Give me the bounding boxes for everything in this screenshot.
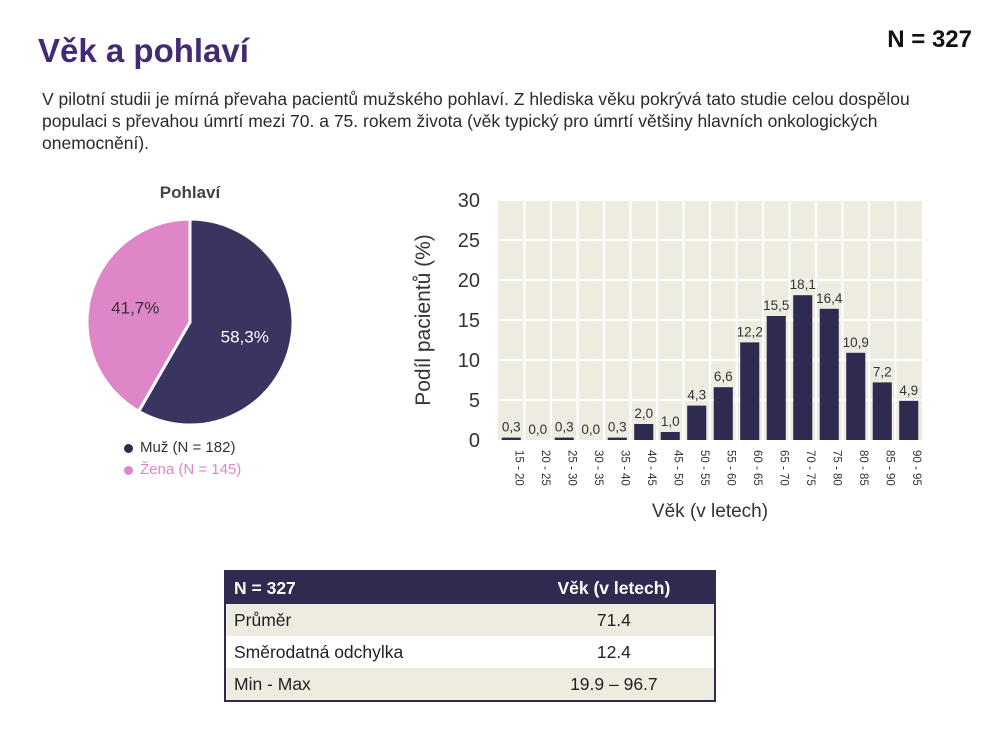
bar [766, 316, 786, 440]
stats-header-n: N = 327 [225, 571, 514, 604]
legend-label-female: Žena (N = 145) [140, 461, 242, 478]
x-tick-label: 55 - 60 [724, 450, 736, 486]
legend-label-male: Muž (N = 182) [140, 439, 236, 456]
bar-value-label: 0,3 [555, 420, 574, 435]
stats-label-mean: Průměr [225, 604, 514, 636]
stats-label-sd: Směrodatná odchylka [234, 641, 404, 662]
x-tick-label: 35 - 40 [618, 450, 630, 486]
legend-item-male: Muž (N = 182) [124, 437, 241, 459]
bar-value-label: 7,2 [873, 364, 892, 379]
bar-value-label: 16,4 [816, 291, 843, 306]
bar-value-label: 10,9 [843, 335, 869, 350]
table-row: Min - Max 19.9 – 96.7 [225, 668, 715, 701]
x-tick-label: 60 - 65 [751, 450, 763, 486]
stats-value-sd: 12.4 [596, 641, 631, 662]
bar [819, 308, 839, 440]
bar-value-label: 4,3 [687, 388, 706, 403]
age-bar-chart: 0 5 10 15 20 25 30 0,3 15 - 20 0,0 20 - 25 0,3 25 - … [412, 190, 922, 522]
x-axis-label: Věk (v letech) [652, 501, 768, 522]
y-tick-label: 5 [469, 390, 480, 412]
age-stats-table: N = 327 Věk (v letech) Průměr 71.4 Směro… [224, 570, 716, 702]
bar-value-label: 0,0 [528, 422, 547, 437]
stats-value-minmax: 19.9 – 96.7 [513, 668, 715, 701]
bar [846, 352, 866, 440]
bar [872, 382, 892, 440]
bar [713, 387, 733, 440]
y-tick-label: 25 [458, 230, 480, 252]
y-tick-label: 10 [458, 350, 480, 372]
pie-label-male: 58,3% [221, 328, 269, 347]
legend-marker-male [124, 443, 133, 453]
x-tick-label: 90 - 95 [910, 450, 922, 486]
gender-pie-chart: 58,3% 41,7% [85, 217, 295, 427]
y-tick-label: 15 [458, 310, 480, 332]
bar-value-label: 6,6 [714, 369, 733, 384]
n-count-label: N = 327 [887, 26, 972, 53]
bar [793, 295, 813, 440]
y-tick-label: 0 [469, 430, 480, 452]
bar [554, 437, 574, 440]
x-tick-label: 40 - 45 [645, 450, 657, 486]
pie-chart-title: Pohlaví [159, 183, 221, 202]
bar-value-label: 0,0 [581, 422, 600, 437]
table-row: Směrodatná odchylka 12.4 [225, 636, 715, 668]
bar-value-label: 4,9 [899, 383, 918, 398]
x-tick-label: 85 - 90 [883, 450, 895, 486]
table-row: Průměr 71.4 [225, 604, 715, 636]
x-tick-label: 45 - 50 [671, 450, 683, 486]
bar [607, 437, 627, 440]
bar [687, 405, 707, 440]
x-tick-label: 70 - 75 [804, 450, 816, 486]
x-tick-label: 75 - 80 [830, 450, 842, 486]
pie-label-female: 41,7% [111, 298, 159, 317]
bar [501, 437, 521, 440]
bar-value-label: 18,1 [790, 277, 816, 292]
legend-marker-female [124, 465, 133, 475]
x-tick-label: 30 - 35 [592, 450, 604, 486]
bar-value-label: 0,3 [502, 420, 521, 435]
bar-value-label: 2,0 [634, 406, 653, 421]
y-tick-label: 20 [458, 270, 480, 292]
page-title: Věk a pohlaví [38, 32, 249, 69]
legend-item-female: Žena (N = 145) [124, 459, 241, 481]
stats-label-minmax: Min - Max [225, 668, 514, 701]
bar-value-label: 0,3 [608, 420, 627, 435]
bar [660, 432, 680, 440]
x-tick-label: 65 - 70 [777, 450, 789, 486]
x-tick-label: 15 - 20 [512, 450, 524, 486]
stats-value-mean: 71.4 [513, 604, 715, 636]
y-tick-label: 30 [458, 190, 480, 212]
bar [634, 424, 654, 440]
pie-slice-male [136, 217, 295, 427]
stats-header-age: Věk (v letech) [513, 571, 715, 604]
bar [899, 400, 919, 440]
y-axis-label: Podíl pacientů (%) [412, 234, 435, 406]
bar [740, 342, 760, 440]
bar-value-label: 12,2 [737, 324, 763, 339]
x-tick-label: 80 - 85 [857, 450, 869, 486]
x-tick-label: 25 - 30 [565, 450, 577, 486]
x-tick-label: 20 - 25 [539, 450, 551, 486]
intro-paragraph: V pilotní studii je mírná převaha pacien… [42, 89, 910, 153]
pie-slice-female [85, 217, 192, 414]
stats-header-row: N = 327 Věk (v letech) [225, 571, 715, 604]
bar-value-label: 1,0 [661, 414, 680, 429]
x-tick-label: 50 - 55 [698, 450, 710, 486]
pie-legend: Muž (N = 182) Žena (N = 145) [124, 437, 241, 481]
bar-value-label: 15,5 [763, 298, 789, 313]
